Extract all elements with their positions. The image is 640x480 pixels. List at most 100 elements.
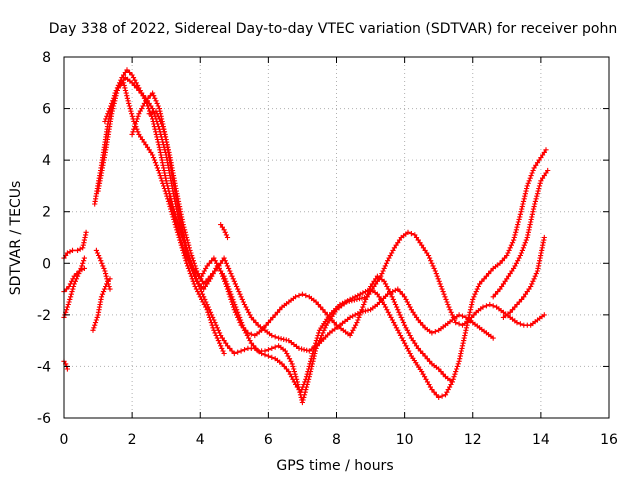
data-point xyxy=(536,183,543,189)
data-point xyxy=(308,366,314,372)
data-point xyxy=(194,278,200,284)
data-point xyxy=(534,193,540,199)
data-point xyxy=(530,209,536,215)
data-point xyxy=(324,312,330,318)
data-point xyxy=(309,363,315,369)
data-point xyxy=(436,366,442,372)
data-point xyxy=(429,330,435,336)
data-point xyxy=(469,314,475,320)
data-point xyxy=(450,314,456,320)
points-track-11 xyxy=(146,108,496,354)
data-point xyxy=(68,294,74,300)
data-point xyxy=(525,180,531,186)
data-point xyxy=(237,314,243,320)
data-point xyxy=(301,394,307,400)
data-point xyxy=(179,214,185,220)
data-point xyxy=(168,201,174,207)
data-point xyxy=(70,286,76,292)
data-point xyxy=(238,294,244,300)
data-point xyxy=(467,309,473,315)
data-point xyxy=(231,350,237,357)
data-point xyxy=(427,358,433,364)
data-point xyxy=(457,356,463,362)
data-point xyxy=(97,255,103,261)
data-point xyxy=(450,376,456,382)
data-point xyxy=(146,111,152,117)
data-point xyxy=(456,358,462,364)
data-point xyxy=(101,286,108,292)
points-track-13 xyxy=(218,222,231,241)
data-point xyxy=(164,142,170,148)
x-tick-label: 16 xyxy=(600,432,618,448)
data-point xyxy=(158,152,164,158)
data-point xyxy=(183,252,189,259)
data-point xyxy=(170,209,176,215)
data-point xyxy=(456,321,462,327)
data-point xyxy=(321,327,327,333)
data-point xyxy=(442,294,448,300)
data-point xyxy=(522,240,528,246)
data-point xyxy=(437,281,443,287)
data-point xyxy=(536,260,542,266)
data-point xyxy=(127,69,133,76)
data-point xyxy=(505,250,511,256)
data-point xyxy=(112,93,118,99)
data-point xyxy=(520,245,526,251)
data-point xyxy=(490,294,496,300)
data-point xyxy=(483,303,489,309)
data-point xyxy=(237,291,243,297)
data-point xyxy=(81,258,87,264)
data-point xyxy=(100,263,106,269)
data-point xyxy=(309,361,315,367)
data-point xyxy=(507,309,513,315)
data-point xyxy=(479,278,485,284)
data-point xyxy=(469,299,475,305)
data-point xyxy=(466,317,472,323)
data-point xyxy=(501,255,508,261)
data-point xyxy=(178,237,184,243)
data-point xyxy=(521,196,527,202)
data-point xyxy=(163,139,170,145)
data-point xyxy=(262,348,268,354)
data-point xyxy=(189,253,195,259)
data-point xyxy=(272,344,278,350)
data-point xyxy=(124,93,130,99)
data-point xyxy=(227,289,233,295)
data-point xyxy=(299,291,305,297)
data-point xyxy=(183,232,189,238)
data-point xyxy=(109,100,115,106)
data-point xyxy=(193,265,199,271)
data-point xyxy=(515,222,521,228)
data-point xyxy=(223,278,229,284)
data-point xyxy=(311,356,317,362)
data-point xyxy=(535,188,541,194)
data-point xyxy=(66,299,72,305)
data-point xyxy=(305,379,311,385)
data-point xyxy=(190,258,196,264)
y-tick-label: 8 xyxy=(42,50,51,66)
data-point xyxy=(238,348,244,354)
data-point xyxy=(395,286,401,292)
data-point xyxy=(272,312,278,318)
data-point xyxy=(516,216,522,222)
data-point xyxy=(222,229,228,235)
data-point xyxy=(98,294,105,300)
data-point xyxy=(545,167,551,174)
data-point xyxy=(64,286,70,292)
data-point xyxy=(167,198,173,204)
data-point xyxy=(525,229,531,235)
x-tick-label: 2 xyxy=(128,432,137,448)
data-point xyxy=(224,234,231,241)
data-point xyxy=(390,296,396,302)
data-point xyxy=(125,98,131,104)
data-point xyxy=(236,312,242,318)
data-point xyxy=(188,265,194,271)
data-point xyxy=(469,301,475,308)
points-track-1 xyxy=(61,358,70,372)
data-point xyxy=(302,389,308,395)
data-point xyxy=(108,103,114,109)
data-point xyxy=(162,131,168,137)
data-point xyxy=(176,201,182,207)
data-point xyxy=(181,224,187,230)
data-point xyxy=(65,301,71,308)
